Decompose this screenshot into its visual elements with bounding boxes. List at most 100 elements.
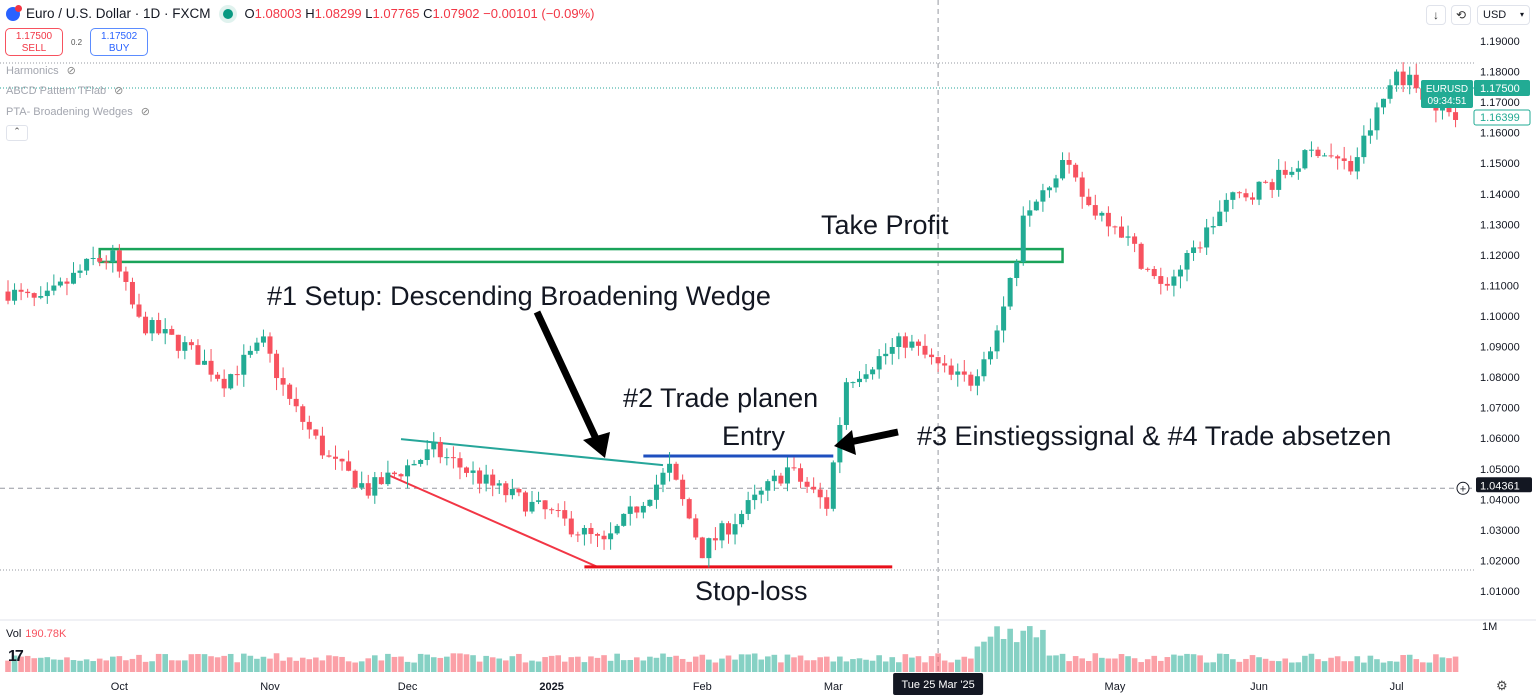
take-profit-box [98,247,1064,264]
volume-bar [129,658,136,672]
volume-bar [214,657,221,672]
candle-body [195,345,201,365]
last-price-box [1474,80,1530,96]
candle-body [103,261,109,263]
volume-bar [706,659,712,672]
volume-bar [1223,653,1230,672]
candle-body [588,527,594,535]
candle-body [647,499,653,506]
scroll-down-button[interactable]: ↓ [1426,5,1446,25]
reset-chart-button[interactable]: ⟲ [1451,5,1471,25]
volume-bar [175,660,182,672]
eye-hidden-icon[interactable]: ⊘ [140,106,150,118]
candle-body [942,363,948,366]
volume-bar [1046,655,1053,672]
volume-bar [1315,659,1321,672]
volume-bar [273,653,280,672]
volume-bar [1197,655,1203,672]
candle-body [824,497,830,509]
volume-bar [509,656,516,672]
volume-bar [208,656,214,672]
buy-button[interactable]: 1.17502 BUY [90,28,149,56]
candle-body [1387,85,1393,99]
volume-bar [1066,661,1072,672]
settings-gear-icon[interactable]: ⚙ [1496,678,1508,693]
candle-body [516,488,522,493]
volume-bar [660,653,666,672]
volume-bar [1452,656,1459,672]
volume-bar [450,653,457,672]
time-tick: 2025 [539,681,563,693]
candle-body [437,441,443,458]
candle-body [915,341,921,346]
volume-bar [876,655,882,672]
symbol-title[interactable]: Euro / U.S. Dollar · 1D · FXCM [26,6,211,21]
volume-bar [1400,655,1406,672]
candle-body [431,441,437,450]
time-tick: Feb [693,681,712,693]
candle-body [798,468,804,482]
candle-body [1341,158,1347,161]
candle-body [850,382,856,384]
volume-bar [1328,657,1334,672]
volume-bar [1007,628,1013,672]
candle-body [1060,160,1066,179]
spread: 0.2 [71,37,83,47]
volume-bar [830,661,837,672]
price-tick: 1.05000 [1480,464,1520,476]
eye-hidden-icon[interactable]: ⊘ [114,85,124,97]
candle-body [398,474,404,477]
candle-body [575,534,581,536]
volume-bar [254,658,260,672]
arrow-signal-head [834,430,856,455]
candle-body [1053,178,1059,188]
sell-button[interactable]: 1.17500 SELL [5,28,63,56]
volume-bar [70,660,77,672]
collapse-indicators-button[interactable]: ⌃ [6,125,28,141]
volume-bar [5,660,11,672]
currency-select[interactable]: ▾ USD [1477,5,1530,25]
volume-bar [588,656,594,672]
candle-body [293,398,299,407]
label-take-profit: Take Profit [821,210,949,240]
volume-bar [267,658,273,672]
volume-bar [280,660,286,672]
indicator-harmonics[interactable]: Harmonics ⊘ [6,64,76,78]
candle-body [287,384,293,399]
candle-body [457,458,463,468]
candle-body [385,472,391,485]
volume-bar [345,661,352,672]
indicator-broadening-wedges[interactable]: PTA- Broadening Wedges ⊘ [6,105,150,119]
volume-bar [1151,655,1158,672]
volume-bar [902,654,909,672]
eye-hidden-icon[interactable]: ⊘ [66,65,76,77]
arrow-signal-shaft [849,428,899,446]
candle-body [149,320,155,334]
add-alert-plus-icon[interactable] [1456,481,1470,495]
volume-bar [1275,661,1282,672]
candle-body [352,470,358,488]
time-tick: May [1105,681,1126,693]
tradingview-logo[interactable]: 17 [8,648,24,665]
volume-bar [1446,658,1452,672]
volume-bar [1426,662,1433,672]
indicator-abcd[interactable]: ABCD Pattern TFlab ⊘ [6,84,124,98]
volume-bar [987,636,994,672]
volume-bar [1072,656,1079,672]
candle-body [477,470,483,484]
candle-body [1191,247,1197,254]
candle-body [529,501,535,512]
candle-body [1315,149,1321,157]
volume-bar [489,657,496,672]
volume-bar [96,658,103,672]
candle-body [1217,211,1223,227]
volume-bar [313,657,319,672]
candle-body [326,455,332,457]
volume-bar [679,658,686,672]
candle-body [660,472,666,485]
candle-body [765,481,771,491]
candle-body [215,374,221,379]
volume-bar [1112,658,1118,672]
volume-bar [1131,658,1138,672]
